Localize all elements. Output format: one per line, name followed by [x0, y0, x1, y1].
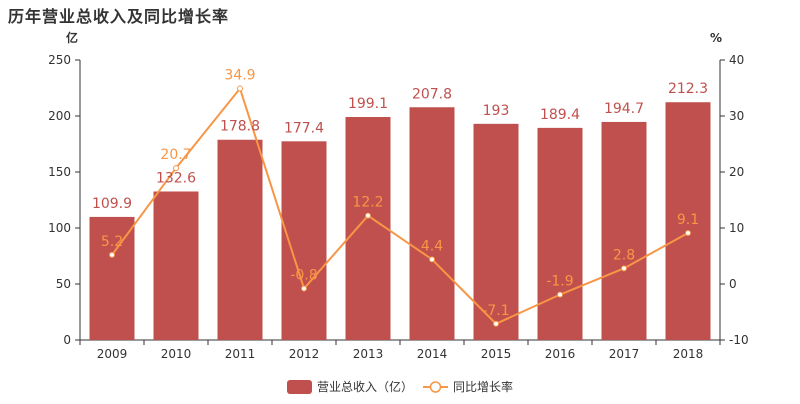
y-right-tick-label: -10	[729, 333, 749, 347]
line-point	[365, 212, 371, 219]
y-left-tick-label: 200	[48, 109, 71, 123]
x-tick-label: 2010	[161, 347, 192, 361]
y-left-tick-label: 100	[48, 221, 71, 235]
x-tick-label: 2009	[97, 347, 128, 361]
x-tick-label: 2015	[481, 347, 512, 361]
bar-value-label: 177.4	[284, 120, 324, 136]
bar-value-label: 199.1	[348, 96, 388, 112]
y-left-tick-label: 150	[48, 165, 71, 179]
x-tick-label: 2016	[545, 347, 576, 361]
bar	[217, 139, 263, 340]
y-axis-left-unit: 亿	[66, 30, 78, 45]
bar-value-label: 207.8	[412, 86, 452, 102]
line-value-label: 34.9	[224, 68, 255, 84]
x-tick-label: 2017	[609, 347, 640, 361]
legend-bar-swatch	[287, 380, 312, 394]
y-left-tick-label: 0	[63, 333, 71, 347]
line-point	[109, 251, 115, 258]
bar-value-label: 193	[483, 103, 510, 119]
line-point	[621, 265, 627, 272]
x-tick-label: 2018	[673, 347, 704, 361]
legend-line-marker	[429, 381, 442, 393]
y-right-tick-label: 10	[729, 221, 744, 235]
y-axis-right-unit: %	[710, 31, 722, 45]
line-value-label: 2.8	[613, 247, 635, 263]
line-value-label: 4.4	[421, 238, 443, 254]
x-tick-label: 2011	[225, 347, 256, 361]
x-tick-label: 2012	[289, 347, 320, 361]
bar-value-label: 178.8	[220, 119, 260, 135]
bar-value-label: 132.6	[156, 170, 196, 186]
bar	[345, 117, 391, 341]
line-value-label: 5.2	[101, 234, 123, 250]
bar	[409, 107, 455, 340]
bar-value-label: 194.7	[604, 101, 644, 117]
bar-value-label: 212.3	[668, 81, 708, 97]
line-value-label: 12.2	[352, 195, 383, 211]
line-value-label: -7.1	[482, 303, 509, 319]
y-right-tick-label: 20	[729, 165, 744, 179]
bar	[601, 121, 647, 340]
line-point	[173, 165, 179, 172]
y-left-tick-label: 250	[48, 53, 71, 67]
line-point	[685, 230, 691, 237]
legend-line-label: 同比增长率	[453, 379, 513, 394]
y-right-tick-label: 40	[729, 53, 744, 67]
chart-title: 历年营业总收入及同比增长率	[8, 7, 230, 26]
bar	[665, 102, 711, 340]
line-value-label: -0.8	[290, 267, 317, 283]
bar-value-label: 109.9	[92, 196, 132, 212]
x-tick-label: 2014	[417, 347, 448, 361]
y-left-tick-label: 50	[56, 277, 71, 291]
line-point	[237, 85, 243, 92]
bar	[473, 123, 519, 340]
line-point	[493, 320, 499, 327]
line-value-label: 20.7	[160, 147, 191, 163]
bar	[153, 191, 199, 340]
bar-value-label: 189.4	[540, 107, 580, 123]
line-point	[429, 256, 435, 263]
line-point	[301, 285, 307, 292]
growth-line	[111, 86, 689, 325]
y-right-tick-label: 30	[729, 109, 744, 123]
bar	[537, 127, 583, 340]
x-tick-label: 2013	[353, 347, 384, 361]
legend-bar-label: 营业总收入（亿）	[317, 379, 413, 394]
y-right-tick-label: 0	[729, 277, 737, 291]
bar	[89, 216, 135, 340]
line-value-label: -1.9	[546, 274, 573, 290]
line-point	[557, 291, 563, 298]
line-value-label: 9.1	[677, 212, 699, 228]
